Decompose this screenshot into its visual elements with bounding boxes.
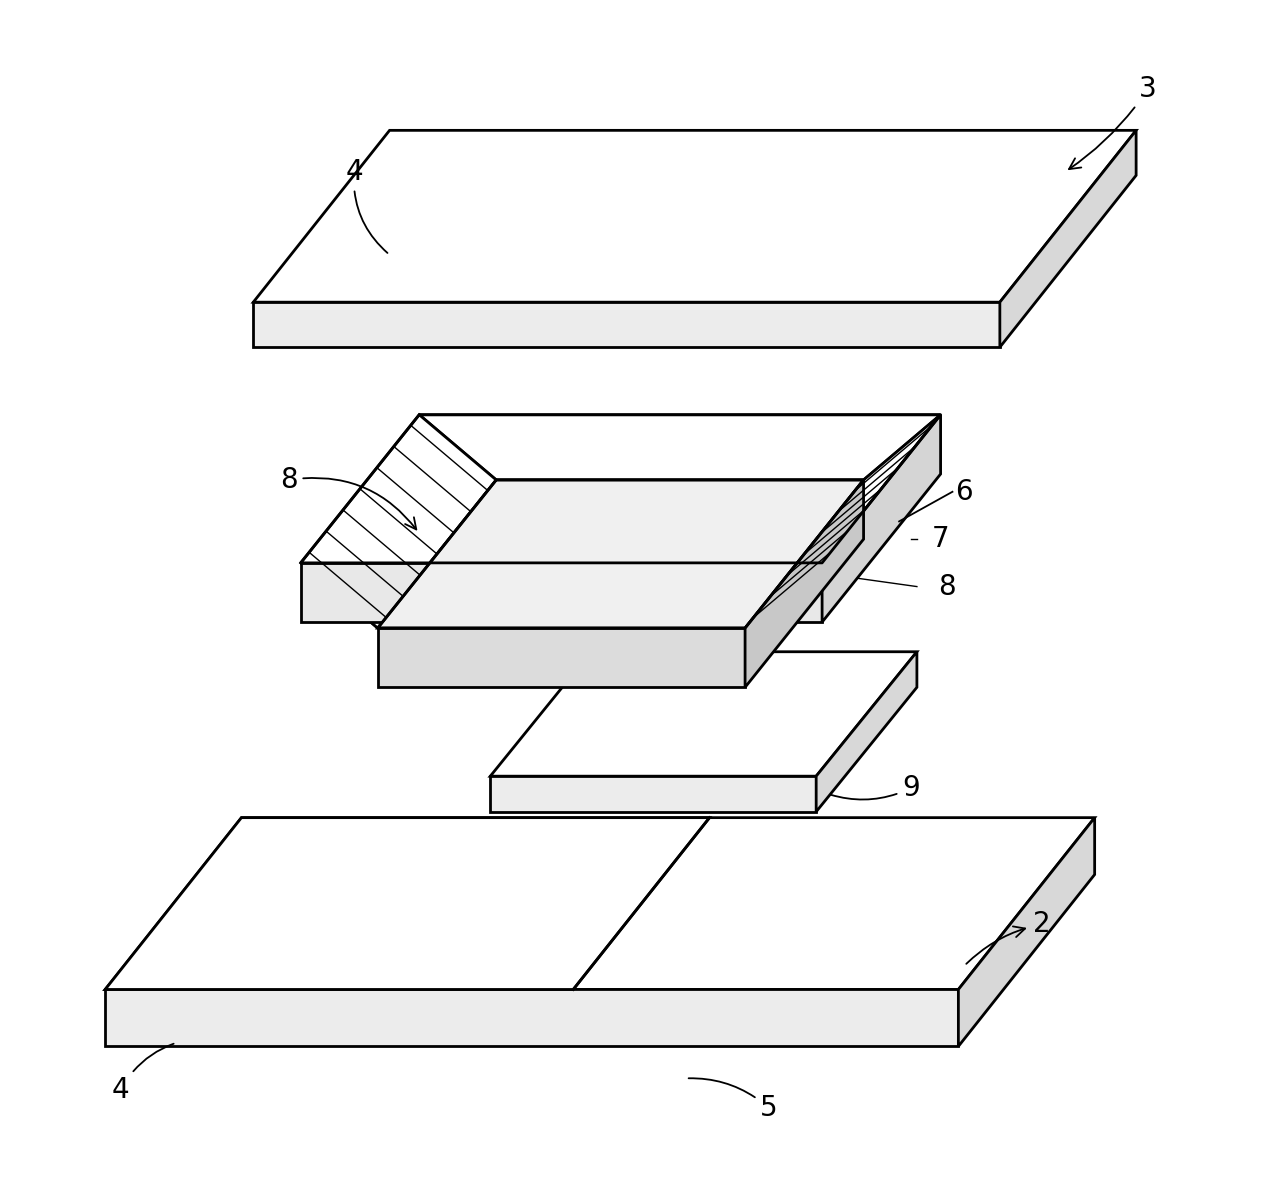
Polygon shape	[745, 480, 864, 687]
Polygon shape	[301, 563, 822, 622]
Polygon shape	[253, 302, 999, 347]
Polygon shape	[822, 415, 941, 622]
Polygon shape	[745, 415, 941, 628]
Text: 6: 6	[955, 478, 973, 506]
Polygon shape	[301, 415, 496, 628]
Text: 9: 9	[831, 774, 920, 802]
Text: 3: 3	[1069, 75, 1157, 169]
Polygon shape	[491, 776, 816, 812]
Text: 4: 4	[111, 1044, 173, 1104]
Polygon shape	[105, 818, 710, 989]
Polygon shape	[253, 130, 1136, 302]
Polygon shape	[999, 130, 1136, 347]
Polygon shape	[959, 818, 1094, 1046]
Text: 2: 2	[966, 910, 1050, 963]
Text: 7: 7	[932, 525, 950, 553]
Polygon shape	[301, 563, 822, 628]
Text: 8: 8	[280, 466, 416, 530]
Text: 4: 4	[345, 158, 387, 252]
Polygon shape	[419, 415, 941, 480]
Text: 8: 8	[937, 572, 955, 601]
Polygon shape	[378, 480, 864, 628]
Polygon shape	[491, 652, 917, 776]
Polygon shape	[105, 818, 1094, 989]
Polygon shape	[816, 652, 917, 812]
Polygon shape	[378, 628, 745, 687]
Polygon shape	[105, 989, 959, 1046]
Text: 5: 5	[688, 1078, 778, 1122]
